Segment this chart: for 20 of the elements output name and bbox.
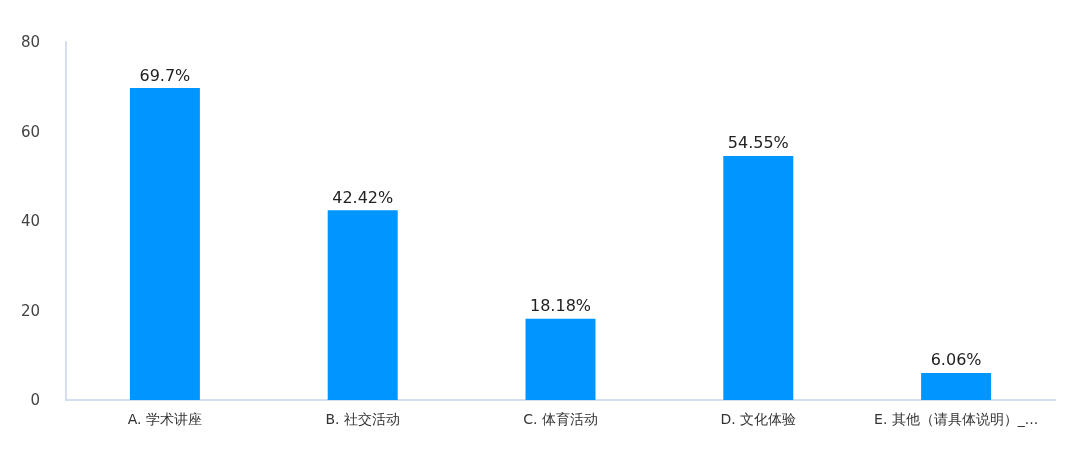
x-tick-label: E. 其他（请具体说明）_... [874, 411, 1039, 427]
bar [129, 88, 200, 400]
bar [327, 210, 398, 400]
data-label: 42.42% [332, 187, 394, 207]
data-label: 69.7% [139, 65, 191, 85]
data-label: 6.06% [930, 350, 982, 370]
bar [525, 318, 596, 400]
y-tick-label: 20 [20, 301, 40, 320]
bar [723, 155, 794, 400]
data-label: 18.18% [529, 296, 592, 316]
x-tick-label: A. 学术讲座 [127, 411, 203, 427]
y-tick-label: 40 [20, 212, 40, 230]
x-tick-label: B. 社交活动 [325, 411, 400, 427]
x-tick-label: C. 体育活动 [523, 411, 598, 427]
y-tick-label: 80 [20, 33, 40, 51]
data-label: 54.55% [727, 133, 789, 153]
y-tick-label: 0 [30, 391, 40, 409]
x-tick-label: D. 文化体验 [720, 411, 797, 427]
y-tick-label: 60 [20, 122, 40, 141]
bar [921, 372, 992, 400]
